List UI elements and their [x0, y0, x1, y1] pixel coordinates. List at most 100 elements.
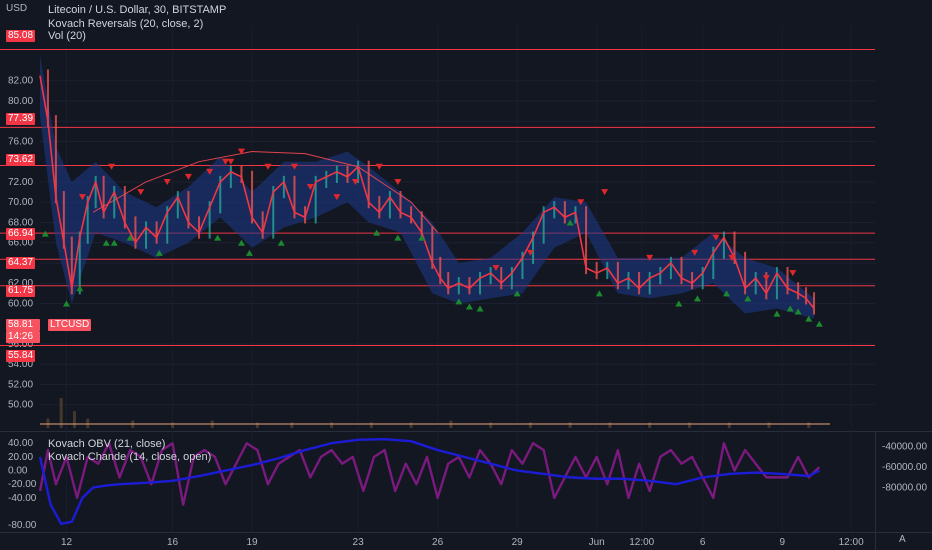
reversal-down-marker-3	[163, 178, 171, 185]
y-tick-label-2: 54.00	[8, 359, 33, 370]
level-tag-61-75: 61.75	[6, 285, 36, 297]
legend-indicator-obv[interactable]: Kovach OBV (21, close)	[48, 438, 166, 450]
y-tick-label-9: 70.00	[8, 197, 33, 208]
reversal-up-marker-24	[773, 310, 781, 317]
reversal-up-marker-14	[455, 298, 463, 305]
volume-bar-13	[489, 422, 493, 428]
volume-bar-15	[568, 422, 572, 428]
obv-line	[38, 437, 820, 526]
y-tick-label-11: 76.00	[8, 136, 33, 147]
y-tick-label-8: 68.00	[8, 217, 33, 228]
reversal-down-marker-14	[375, 163, 383, 170]
volume-bar-1	[59, 398, 63, 428]
reversal-band	[40, 55, 815, 319]
x-tick-label-10: 12:00	[839, 537, 864, 548]
reversal-up-marker-23	[744, 295, 752, 302]
currency-label: USD	[6, 3, 28, 14]
volume-bar-7	[255, 422, 259, 428]
x-tick-label-4: 26	[432, 537, 444, 548]
volume-bar-8	[290, 422, 294, 428]
reversal-down-marker-7	[227, 158, 235, 165]
volume-bar-16	[608, 422, 612, 428]
x-tick-label-6: Jun	[589, 537, 605, 548]
reversal-down-marker-6	[222, 158, 230, 165]
legend-title[interactable]: Litecoin / U.S. Dollar, 30, BITSTAMP	[48, 4, 226, 16]
x-tick-label-1: 16	[167, 537, 179, 548]
reversal-up-marker-20	[675, 300, 683, 307]
x-tick-label-3: 23	[353, 537, 365, 548]
legend-indicator-vol[interactable]: Vol (20)	[48, 30, 86, 42]
reversal-up-marker-7	[214, 234, 222, 241]
reversal-down-marker-5	[206, 168, 214, 175]
chande-line	[38, 442, 821, 506]
reversal-down-marker-8	[237, 148, 245, 155]
legend-indicator-chande[interactable]: Kovach Chande (14, close, open)	[48, 451, 212, 463]
y-tick-label-13: 80.00	[8, 96, 33, 107]
reversal-up-marker-3	[102, 239, 110, 246]
reversal-up-marker-11	[373, 229, 381, 236]
lower-left-tick-0: 40.00	[8, 438, 33, 449]
volume-bar-10	[369, 422, 373, 428]
reversal-up-marker-8	[237, 239, 245, 246]
reversal-down-marker-24	[762, 275, 770, 282]
volume-bar-14	[528, 422, 532, 428]
volume-bar-21	[807, 422, 811, 428]
reversal-down-marker-18	[577, 199, 585, 206]
y-tick-label-5: 62.00	[8, 278, 33, 289]
y-tick-label-4: 60.00	[8, 298, 33, 309]
x-tick-label-8: 6	[700, 537, 706, 548]
y-tick-label-3: 56.00	[8, 339, 33, 350]
lower-left-tick-5: -80.00	[8, 520, 37, 531]
reversal-up-marker-10	[277, 239, 285, 246]
y-tick-label-0: 50.00	[8, 400, 33, 411]
reversal-down-marker-2	[137, 189, 145, 196]
reversal-up-marker-19	[595, 290, 603, 297]
reversal-up-marker-21	[693, 295, 701, 302]
volume-bar-19	[727, 422, 731, 428]
reversal-down-marker-17	[526, 249, 534, 256]
reversal-down-marker-9	[264, 163, 272, 170]
level-tag-77-39: 77.39	[6, 113, 36, 125]
volume-bar-3	[86, 418, 90, 428]
level-tag-85-08: 85.08	[6, 30, 36, 42]
reversal-down-marker-11	[306, 184, 314, 190]
reversal-up-marker-1	[63, 300, 71, 307]
reversal-down-marker-1	[108, 163, 116, 170]
reversal-down-marker-22	[712, 234, 720, 241]
reversal-down-marker-16	[492, 265, 500, 271]
volume-bar-2	[72, 411, 76, 428]
lower-left-tick-2: 0.00	[8, 466, 28, 477]
reversal-down-marker-4	[184, 173, 192, 180]
reversal-up-marker-17	[513, 290, 521, 297]
arc-drawing	[92, 151, 438, 233]
reversal-down-marker-12	[333, 194, 341, 201]
reversal-down-marker-0	[78, 194, 86, 201]
reversal-up-marker-16	[476, 305, 484, 312]
price-line	[39, 75, 815, 309]
reversal-down-marker-10	[290, 163, 298, 170]
lower-left-tick-3: -20.00	[8, 479, 37, 490]
reversal-up-marker-12	[394, 234, 402, 241]
reversal-down-marker-25	[789, 270, 797, 277]
reversal-up-marker-2	[76, 285, 84, 292]
y-tick-label-14: 82.00	[8, 76, 33, 87]
y-tick-label-1: 52.00	[8, 379, 33, 390]
level-tag-55-84: 55.84	[6, 350, 36, 362]
reversal-up-marker-0	[41, 230, 49, 237]
countdown-tag: 14:26	[6, 331, 40, 343]
reversal-up-marker-25	[786, 305, 794, 312]
auto-scale-button[interactable]: A	[899, 534, 906, 545]
symbol-price-label: LTCUSD	[48, 319, 92, 331]
reversal-up-marker-27	[805, 315, 813, 322]
reversal-down-marker-19	[601, 189, 609, 196]
legend-indicator-reversals[interactable]: Kovach Reversals (20, close, 2)	[48, 18, 204, 30]
volume-bar-18	[687, 422, 691, 428]
x-tick-label-7: 12:00	[629, 537, 654, 548]
lower-left-tick-1: 20.00	[8, 452, 33, 463]
reversal-down-marker-13	[351, 178, 359, 185]
reversal-up-marker-26	[794, 308, 802, 315]
reversal-up-marker-18	[566, 219, 574, 226]
level-tag-64-37: 64.37	[6, 257, 36, 269]
